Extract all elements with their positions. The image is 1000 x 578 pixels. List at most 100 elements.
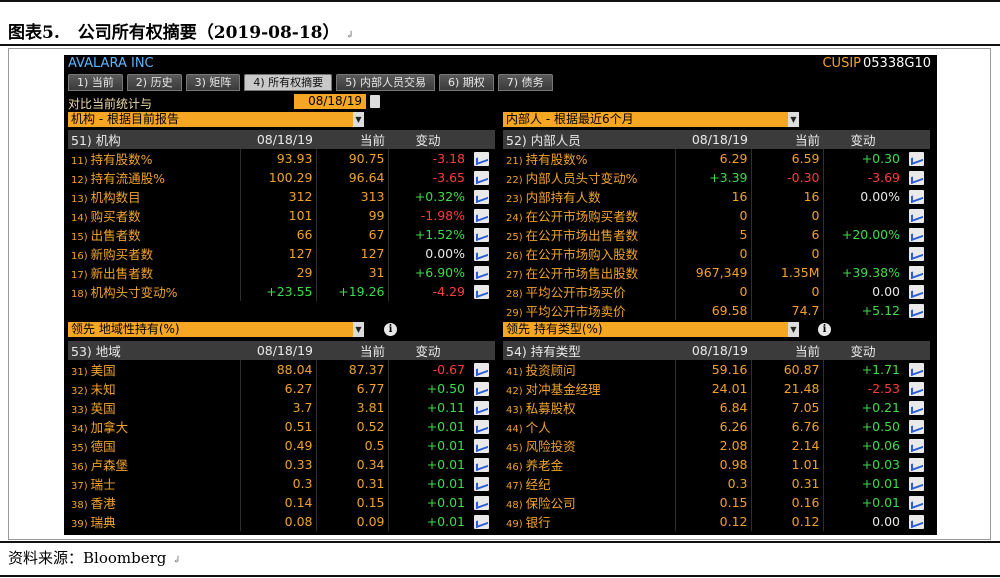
line-chart-icon[interactable] bbox=[474, 477, 489, 492]
line-chart-icon[interactable] bbox=[909, 439, 924, 454]
table-row[interactable]: 38) 香港 0.14 0.15 +0.01 bbox=[68, 493, 495, 512]
table-row[interactable]: 16) 新购买者数 127 127 0.00% bbox=[68, 244, 495, 263]
table-row[interactable]: 27) 在公开市场售出股数 967,349 1.35M +39.38% bbox=[503, 263, 930, 282]
row-label[interactable]: 48) 保险公司 bbox=[503, 493, 675, 512]
row-label[interactable]: 39) 瑞典 bbox=[68, 512, 240, 531]
line-chart-icon[interactable] bbox=[909, 228, 924, 243]
calendar-icon[interactable] bbox=[370, 95, 380, 108]
table-row[interactable]: 48) 保险公司 0.15 0.16 +0.01 bbox=[503, 493, 930, 512]
line-chart-icon[interactable] bbox=[474, 285, 489, 300]
line-chart-icon[interactable] bbox=[474, 401, 489, 416]
table-row[interactable]: 22) 内部人员头寸变动% +3.39 -0.30 -3.69 bbox=[503, 168, 930, 187]
table-row[interactable]: 17) 新出售者数 29 31 +6.90% bbox=[68, 263, 495, 282]
line-chart-icon[interactable] bbox=[909, 515, 924, 530]
table-row[interactable]: 18) 机构头寸变动% +23.55 +19.26 -4.29 bbox=[68, 282, 495, 301]
line-chart-icon[interactable] bbox=[909, 285, 924, 300]
table-row[interactable]: 24) 在公开市场购买者数 0 0 bbox=[503, 206, 930, 225]
institution-dropdown[interactable]: 机构 - 根据目前报告 ▼ bbox=[68, 112, 364, 127]
table-row[interactable]: 12) 持有流通股% 100.29 96.64 -3.65 bbox=[68, 168, 495, 187]
tab-5[interactable]: 5) 内部人员交易 bbox=[336, 74, 435, 91]
row-label[interactable]: 44) 个人 bbox=[503, 417, 675, 436]
table-row[interactable]: 11) 持有股数% 93.93 90.75 -3.18 bbox=[68, 149, 495, 168]
tab-6[interactable]: 6) 期权 bbox=[438, 74, 494, 91]
table-row[interactable]: 35) 德国 0.49 0.5 +0.01 bbox=[68, 436, 495, 455]
line-chart-icon[interactable] bbox=[474, 171, 489, 186]
row-label[interactable]: 23) 内部持有人数 bbox=[503, 187, 675, 206]
row-label[interactable]: 29) 平均公开市场卖价 bbox=[503, 301, 675, 320]
row-label[interactable]: 26) 在公开市场购入股数 bbox=[503, 244, 675, 263]
row-label[interactable]: 43) 私募股权 bbox=[503, 398, 675, 417]
info-icon[interactable]: i bbox=[818, 323, 831, 336]
row-label[interactable]: 13) 机构数目 bbox=[68, 187, 240, 206]
table-row[interactable]: 44) 个人 6.26 6.76 +0.50 bbox=[503, 417, 930, 436]
row-label[interactable]: 18) 机构头寸变动% bbox=[68, 282, 240, 301]
line-chart-icon[interactable] bbox=[474, 515, 489, 530]
table-row[interactable]: 45) 风险投资 2.08 2.14 +0.06 bbox=[503, 436, 930, 455]
line-chart-icon[interactable] bbox=[909, 171, 924, 186]
table-row[interactable]: 32) 未知 6.27 6.77 +0.50 bbox=[68, 379, 495, 398]
table-row[interactable]: 46) 养老金 0.98 1.01 +0.03 bbox=[503, 455, 930, 474]
row-label[interactable]: 33) 英国 bbox=[68, 398, 240, 417]
table-row[interactable]: 37) 瑞士 0.3 0.31 +0.01 bbox=[68, 474, 495, 493]
line-chart-icon[interactable] bbox=[909, 401, 924, 416]
row-label[interactable]: 24) 在公开市场购买者数 bbox=[503, 206, 675, 225]
tab-7[interactable]: 7) 债务 bbox=[497, 74, 553, 91]
table-row[interactable]: 42) 对冲基金经理 24.01 21.48 -2.53 bbox=[503, 379, 930, 398]
line-chart-icon[interactable] bbox=[909, 458, 924, 473]
compare-date-input[interactable]: 08/18/19 bbox=[294, 94, 366, 109]
table-row[interactable]: 21) 持有股数% 6.29 6.59 +0.30 bbox=[503, 149, 930, 168]
row-label[interactable]: 21) 持有股数% bbox=[503, 149, 675, 168]
row-label[interactable]: 49) 银行 bbox=[503, 512, 675, 531]
table-row[interactable]: 39) 瑞典 0.08 0.09 +0.01 bbox=[68, 512, 495, 531]
line-chart-icon[interactable] bbox=[474, 420, 489, 435]
line-chart-icon[interactable] bbox=[909, 190, 924, 205]
tab-1[interactable]: 1) 当前 bbox=[68, 74, 123, 91]
line-chart-icon[interactable] bbox=[474, 152, 489, 167]
row-label[interactable]: 34) 加拿大 bbox=[68, 417, 240, 436]
line-chart-icon[interactable] bbox=[909, 382, 924, 397]
row-label[interactable]: 11) 持有股数% bbox=[68, 149, 240, 168]
table-row[interactable]: 36) 卢森堡 0.33 0.34 +0.01 bbox=[68, 455, 495, 474]
line-chart-icon[interactable] bbox=[909, 363, 924, 378]
line-chart-icon[interactable] bbox=[474, 439, 489, 454]
row-label[interactable]: 17) 新出售者数 bbox=[68, 263, 240, 282]
row-label[interactable]: 16) 新购买者数 bbox=[68, 244, 240, 263]
table-row[interactable]: 15) 出售者数 66 67 +1.52% bbox=[68, 225, 495, 244]
table-row[interactable]: 41) 投资顾问 59.16 60.87 +1.71 bbox=[503, 360, 930, 379]
line-chart-icon[interactable] bbox=[909, 247, 924, 262]
row-label[interactable]: 12) 持有流通股% bbox=[68, 168, 240, 187]
table-row[interactable]: 43) 私募股权 6.84 7.05 +0.21 bbox=[503, 398, 930, 417]
line-chart-icon[interactable] bbox=[474, 266, 489, 281]
line-chart-icon[interactable] bbox=[909, 209, 924, 224]
row-label[interactable]: 41) 投资顾问 bbox=[503, 360, 675, 379]
row-label[interactable]: 36) 卢森堡 bbox=[68, 455, 240, 474]
table-row[interactable]: 14) 购买者数 101 99 -1.98% bbox=[68, 206, 495, 225]
tab-2[interactable]: 2) 历史 bbox=[126, 74, 182, 91]
row-label[interactable]: 25) 在公开市场出售者数 bbox=[503, 225, 675, 244]
row-label[interactable]: 22) 内部人员头寸变动% bbox=[503, 168, 675, 187]
row-label[interactable]: 45) 风险投资 bbox=[503, 436, 675, 455]
line-chart-icon[interactable] bbox=[909, 477, 924, 492]
row-label[interactable]: 14) 购买者数 bbox=[68, 206, 240, 225]
row-label[interactable]: 46) 养老金 bbox=[503, 455, 675, 474]
tab-3[interactable]: 3) 矩阵 bbox=[185, 74, 241, 91]
line-chart-icon[interactable] bbox=[909, 152, 924, 167]
row-label[interactable]: 35) 德国 bbox=[68, 436, 240, 455]
table-row[interactable]: 26) 在公开市场购入股数 0 0 bbox=[503, 244, 930, 263]
line-chart-icon[interactable] bbox=[474, 458, 489, 473]
table-row[interactable]: 13) 机构数目 312 313 +0.32% bbox=[68, 187, 495, 206]
holder-type-dropdown[interactable]: 领先 持有类型(%) ▼ bbox=[503, 322, 799, 337]
line-chart-icon[interactable] bbox=[474, 496, 489, 511]
line-chart-icon[interactable] bbox=[474, 363, 489, 378]
info-icon[interactable]: i bbox=[384, 323, 397, 336]
row-label[interactable]: 32) 未知 bbox=[68, 379, 240, 398]
line-chart-icon[interactable] bbox=[474, 382, 489, 397]
row-label[interactable]: 38) 香港 bbox=[68, 493, 240, 512]
line-chart-icon[interactable] bbox=[474, 247, 489, 262]
table-row[interactable]: 49) 银行 0.12 0.12 0.00 bbox=[503, 512, 930, 531]
line-chart-icon[interactable] bbox=[474, 190, 489, 205]
line-chart-icon[interactable] bbox=[474, 209, 489, 224]
line-chart-icon[interactable] bbox=[909, 496, 924, 511]
row-label[interactable]: 28) 平均公开市场买价 bbox=[503, 282, 675, 301]
line-chart-icon[interactable] bbox=[909, 304, 924, 319]
